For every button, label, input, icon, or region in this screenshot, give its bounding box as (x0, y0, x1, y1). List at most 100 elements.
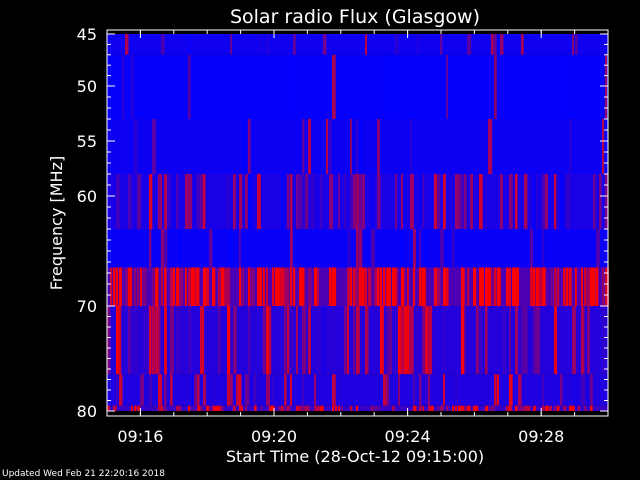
heatmap-cell (356, 267, 360, 306)
heatmap-cell (545, 174, 549, 229)
heatmap-cell (323, 306, 326, 375)
heatmap-cell (179, 306, 182, 375)
heatmap-cell (266, 306, 270, 375)
heatmap-cell (173, 267, 176, 306)
heatmap-cell (575, 374, 578, 406)
heatmap-cell (230, 174, 234, 229)
heatmap-cell (437, 306, 442, 375)
x-tick-label: 09:16 (117, 427, 163, 446)
heatmap-cell (239, 405, 244, 411)
heatmap-cell (260, 34, 263, 55)
heatmap-cell (377, 119, 380, 174)
heatmap-cell (575, 34, 578, 55)
heatmap-cell (164, 374, 167, 406)
chart-title: Solar radio Flux (Glasgow) (230, 6, 480, 28)
heatmap-cell (422, 374, 426, 406)
heatmap-cell (311, 174, 315, 229)
heatmap-cell (200, 306, 205, 375)
heatmap-cell (560, 174, 564, 229)
heatmap-cell (272, 374, 274, 406)
heatmap-cell (314, 267, 318, 306)
y-tick-label: 80 (77, 402, 97, 421)
heatmap-cell (506, 405, 510, 411)
heatmap-cell (230, 34, 233, 55)
heatmap-cell (176, 174, 179, 229)
heatmap-cell (422, 306, 426, 375)
heatmap-cell (173, 405, 175, 411)
heatmap-cell (506, 267, 511, 306)
heatmap-cell (377, 174, 381, 229)
heatmap-cell (212, 267, 216, 306)
heatmap-cell (401, 306, 405, 375)
heatmap-cell (458, 174, 463, 229)
heatmap-cell (572, 34, 574, 55)
heatmap-cell (431, 405, 434, 411)
heatmap-cell (197, 405, 201, 411)
heatmap-cell (509, 174, 513, 229)
heatmap-cell (158, 405, 163, 411)
heatmap-cell (353, 174, 357, 229)
heatmap-cell (374, 267, 378, 306)
y-axis-label: Frequency [MHz] (47, 156, 66, 290)
heatmap-cell (227, 374, 231, 406)
heatmap-cell (479, 174, 483, 229)
heatmap-cell (338, 174, 340, 229)
heatmap-cell (152, 119, 156, 174)
heatmap-cell (176, 306, 179, 375)
heatmap-cell (218, 306, 221, 375)
heatmap-cell (152, 267, 155, 306)
y-tick-label: 60 (77, 187, 97, 206)
heatmap-cell (227, 174, 230, 229)
heatmap-cell (176, 405, 181, 411)
heatmap-cell (332, 374, 336, 406)
heatmap-cell (218, 405, 223, 411)
heatmap-cell (569, 119, 572, 174)
heatmap-cell (542, 405, 545, 411)
heatmap-cell (389, 267, 391, 306)
heatmap-cell (161, 267, 163, 306)
x-tick-label: 09:20 (251, 427, 297, 446)
heatmap-band (107, 54, 608, 119)
heatmap-cell (386, 306, 389, 375)
heatmap-cell (554, 374, 557, 406)
heatmap-cell (512, 267, 516, 306)
heatmap-cell (581, 374, 586, 406)
heatmap-cell (209, 405, 212, 411)
heatmap-cell (293, 267, 296, 306)
heatmap-cell (248, 119, 251, 174)
y-tick-label: 55 (77, 132, 97, 151)
heatmap-cell (467, 267, 470, 306)
heatmap-cell (443, 174, 446, 229)
heatmap-cell (254, 405, 257, 411)
heatmap-cell (521, 34, 524, 55)
heatmap-cell (257, 267, 261, 306)
heatmap-cell (317, 267, 320, 306)
heatmap-cell (398, 174, 401, 229)
heatmap-cell (602, 119, 605, 174)
heatmap-cell (110, 267, 113, 306)
heatmap-cell (239, 229, 241, 268)
heatmap-cell (215, 405, 219, 411)
heatmap-cell (485, 374, 489, 406)
y-tick-label: 45 (77, 25, 97, 44)
spectrogram-heatmap (107, 34, 609, 411)
heatmap-cell (308, 306, 311, 375)
heatmap-cell (116, 267, 119, 306)
heatmap-cell (119, 267, 123, 306)
heatmap-cell (308, 119, 312, 174)
heatmap-cell (380, 267, 382, 306)
heatmap-cell (452, 405, 455, 411)
heatmap-cell (203, 374, 207, 406)
heatmap-cell (563, 267, 566, 306)
heatmap-cell (590, 374, 593, 406)
heatmap-cell (161, 405, 164, 411)
heatmap-cell (548, 174, 551, 229)
heatmap-cell (593, 174, 596, 229)
heatmap-cell (485, 267, 489, 306)
heatmap-cell (560, 374, 563, 406)
heatmap-cell (542, 267, 546, 306)
heatmap-cell (137, 174, 141, 229)
heatmap-cell (581, 306, 585, 375)
heatmap-cell (299, 174, 303, 229)
heatmap-cell (269, 306, 272, 375)
